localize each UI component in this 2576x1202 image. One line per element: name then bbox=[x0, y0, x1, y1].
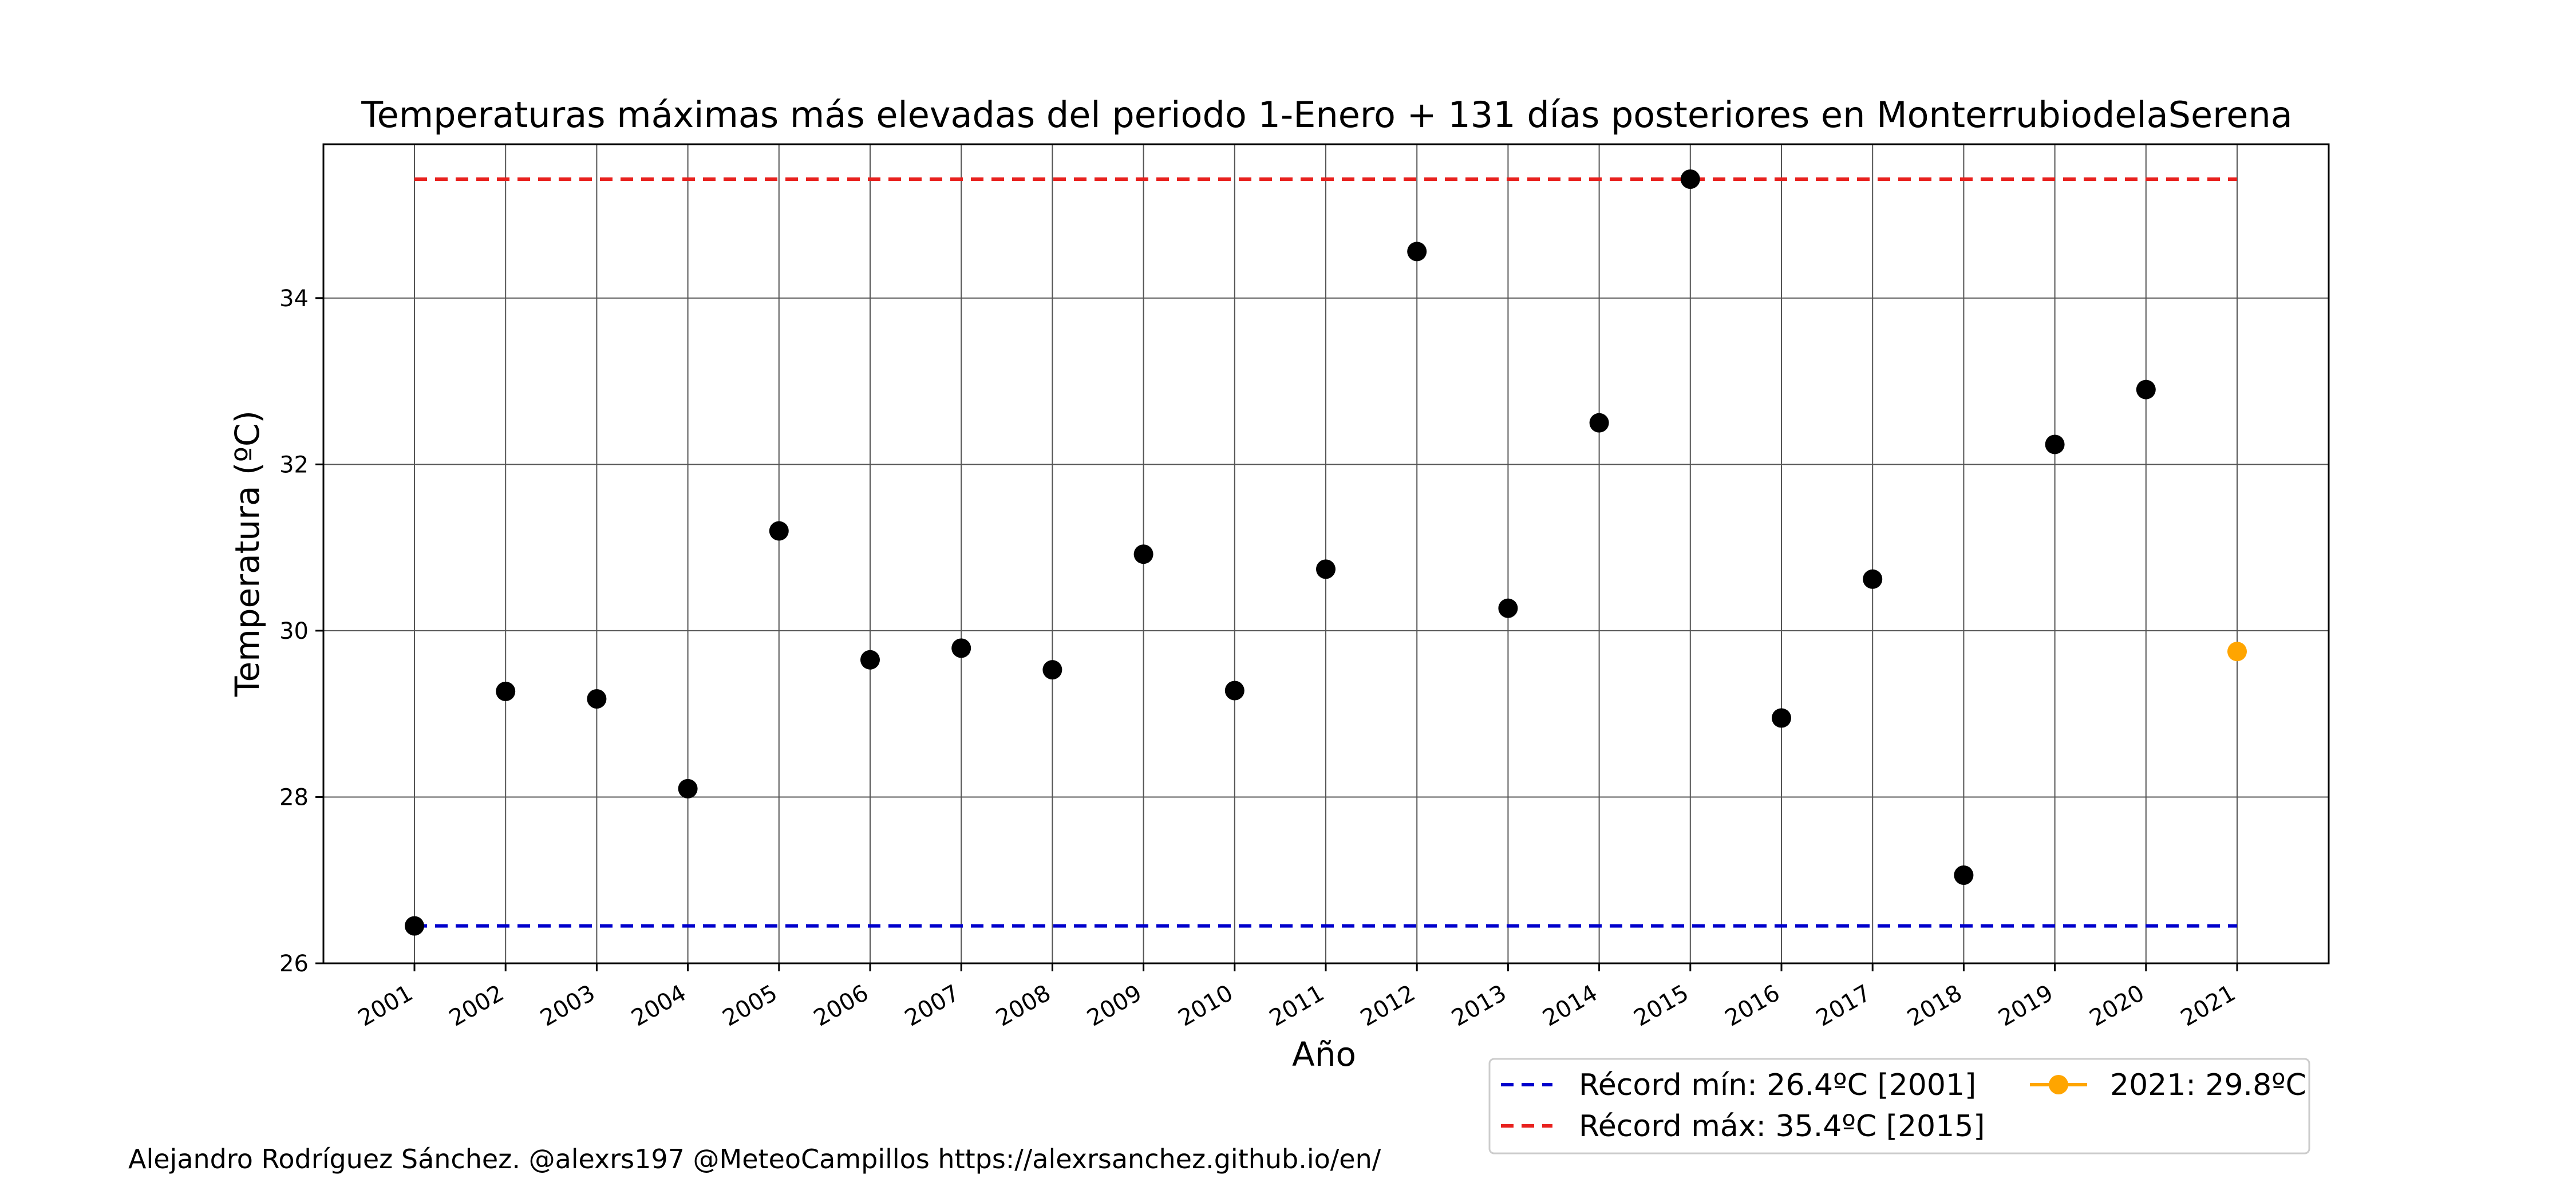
data-point-2001 bbox=[405, 916, 424, 936]
credit-text: Alejandro Rodríguez Sánchez. @alexrs197 … bbox=[128, 1144, 1381, 1175]
data-point-2017 bbox=[1863, 569, 1883, 589]
data-point-2004 bbox=[678, 778, 698, 798]
data-point-2019 bbox=[2045, 434, 2065, 454]
legend-label-2021: 2021: 29.8ºC bbox=[2110, 1068, 2306, 1102]
data-point-2021 bbox=[2227, 642, 2247, 662]
x-tick-label: 2005 bbox=[718, 980, 782, 1032]
x-tick-label: 2008 bbox=[991, 980, 1055, 1032]
x-tick-label: 2021 bbox=[2176, 980, 2240, 1032]
x-tick-label: 2009 bbox=[1082, 980, 1146, 1032]
y-axis-label: Temperatura (ºC) bbox=[228, 410, 267, 697]
x-tick-label: 2010 bbox=[1174, 980, 1238, 1032]
x-tick-label: 2006 bbox=[809, 980, 873, 1032]
x-tick-label: 2004 bbox=[627, 980, 690, 1032]
data-point-2007 bbox=[951, 638, 971, 658]
data-point-2010 bbox=[1224, 681, 1244, 701]
data-point-2012 bbox=[1407, 242, 1427, 262]
y-tick-label: 26 bbox=[279, 951, 309, 977]
x-tick-label: 2018 bbox=[1903, 980, 1966, 1032]
y-axis-ticks: 26 28 30 32 34 bbox=[279, 286, 323, 977]
x-tick-label: 2001 bbox=[354, 980, 417, 1032]
data-point-2002 bbox=[496, 681, 516, 701]
x-tick-label: 2014 bbox=[1538, 980, 1602, 1032]
data-point-2018 bbox=[1954, 865, 1974, 885]
data-point-2011 bbox=[1316, 559, 1336, 579]
data-point-2006 bbox=[860, 650, 880, 670]
legend-box bbox=[1488, 1058, 2310, 1154]
data-points bbox=[405, 169, 2247, 936]
x-tick-label: 2017 bbox=[1812, 980, 1875, 1032]
data-point-2005 bbox=[769, 521, 789, 541]
x-tick-label: 2007 bbox=[900, 980, 964, 1032]
data-point-2015 bbox=[1680, 169, 1700, 189]
x-tick-label: 2020 bbox=[2085, 980, 2149, 1032]
data-point-2020 bbox=[2136, 379, 2156, 400]
reference-lines bbox=[414, 177, 2237, 928]
data-point-2008 bbox=[1042, 660, 1062, 680]
x-axis-label: Año bbox=[1292, 1035, 1356, 1074]
x-tick-label: 2012 bbox=[1356, 980, 1420, 1032]
x-tick-label: 2003 bbox=[536, 980, 599, 1032]
y-tick-label: 32 bbox=[279, 452, 309, 478]
y-tick-label: 28 bbox=[279, 784, 309, 810]
x-tick-label: 2016 bbox=[1721, 980, 1784, 1032]
legend-label-record-max: Récord máx: 35.4ºC [2015] bbox=[1579, 1109, 1985, 1144]
chart-title: Temperaturas máximas más elevadas del pe… bbox=[361, 94, 2292, 136]
x-tick-label: 2011 bbox=[1265, 980, 1329, 1032]
grid-lines bbox=[323, 144, 2329, 964]
data-point-2016 bbox=[1772, 708, 1791, 728]
x-tick-label: 2013 bbox=[1447, 980, 1511, 1032]
data-point-2014 bbox=[1589, 413, 1609, 433]
legend: Récord mín: 26.4ºC [2001] Récord máx: 35… bbox=[1488, 1058, 2310, 1154]
y-tick-label: 34 bbox=[279, 286, 309, 312]
data-point-2003 bbox=[587, 689, 607, 709]
x-axis-ticks: 2001 2002 2003 2004 2005 2006 2007 2008 2009 2010… bbox=[354, 963, 2240, 1032]
x-tick-label: 2015 bbox=[1630, 980, 1693, 1032]
y-tick-label: 30 bbox=[279, 618, 309, 645]
x-tick-label: 2002 bbox=[445, 980, 508, 1032]
data-point-2013 bbox=[1498, 598, 1518, 618]
legend-label-record-min: Récord mín: 26.4ºC [2001] bbox=[1579, 1068, 1976, 1102]
legend-marker-2021-dot bbox=[2049, 1075, 2068, 1094]
x-tick-label: 2019 bbox=[1994, 980, 2057, 1032]
data-point-2009 bbox=[1133, 544, 1153, 564]
